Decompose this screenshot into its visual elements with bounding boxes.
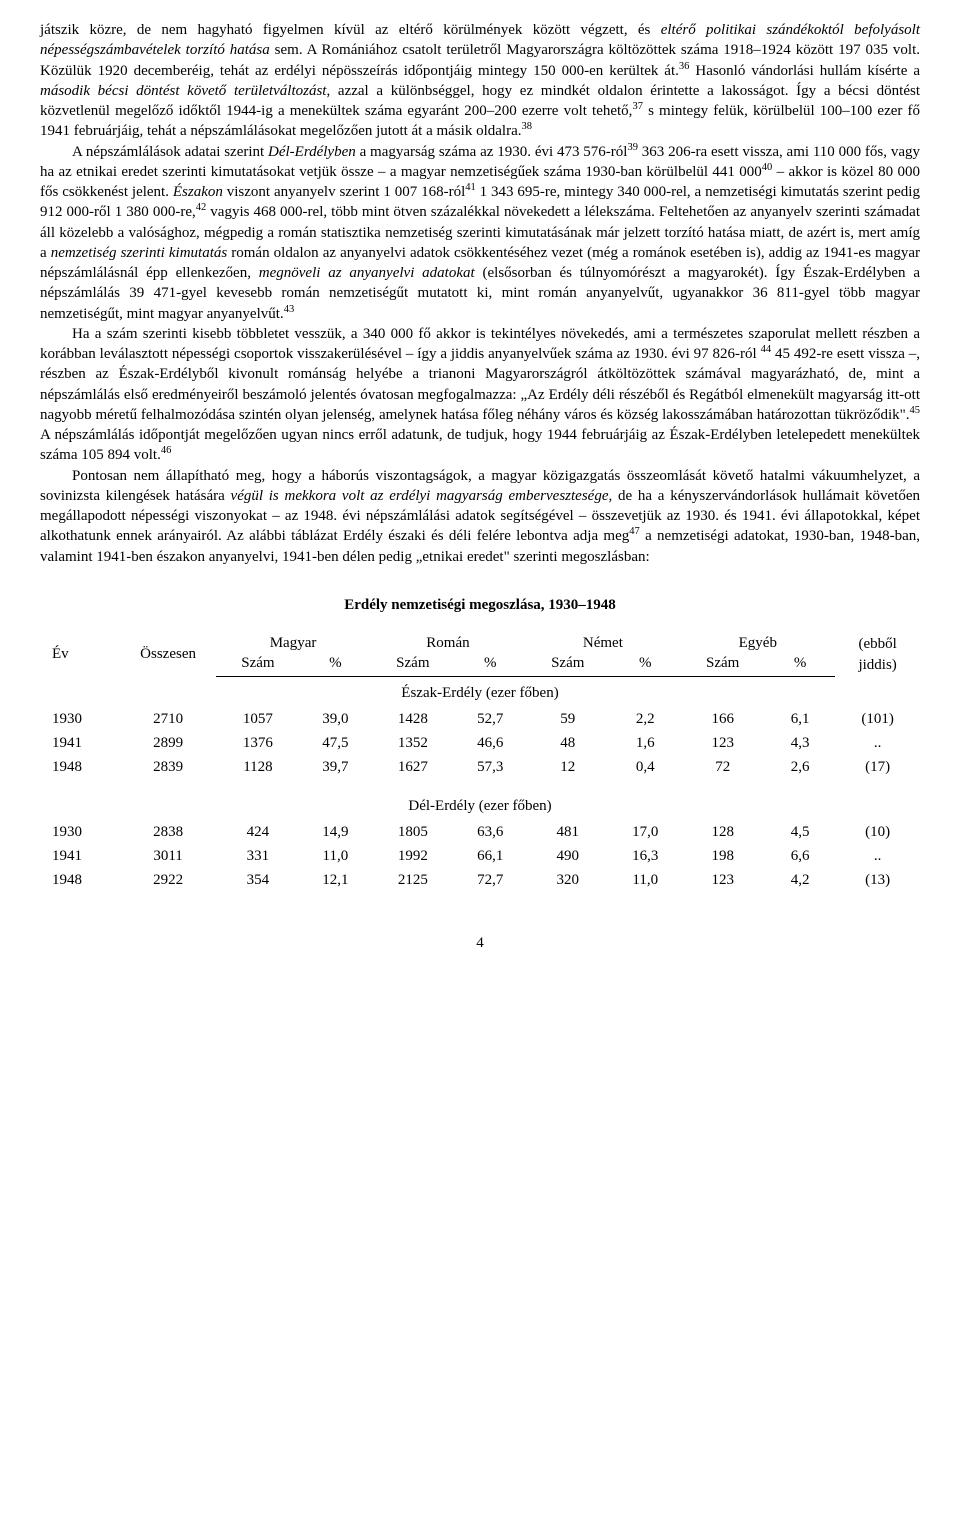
paragraph-4: Pontosan nem állapítható meg, hogy a háb… bbox=[40, 466, 920, 567]
table-title: Erdély nemzetiségi megoszlása, 1930–1948 bbox=[40, 595, 920, 615]
col-sub-num: Szám bbox=[371, 653, 456, 676]
footnote-ref: 44 bbox=[761, 344, 772, 355]
table-row: 1948292235412,1212572,732011,01234,2(13) bbox=[40, 868, 920, 892]
page-number: 4 bbox=[40, 933, 920, 953]
footnote-ref: 39 bbox=[627, 142, 638, 153]
paragraph-3: Ha a szám szerinti kisebb többletet vess… bbox=[40, 324, 920, 466]
table-section-header: Dél-Erdély (ezer főben) bbox=[40, 790, 920, 820]
footnote-ref: 41 bbox=[465, 182, 476, 193]
table-row: 19302710105739,0142852,7592,21666,1(101) bbox=[40, 707, 920, 731]
footnote-ref: 40 bbox=[762, 162, 773, 173]
footnote-ref: 43 bbox=[284, 304, 295, 315]
footnote-ref: 37 bbox=[632, 101, 643, 112]
ethnic-table: Év Összesen Magyar Román Német Egyéb (eb… bbox=[40, 631, 920, 893]
col-header-yiddish: (ebből jiddis) bbox=[835, 631, 920, 676]
col-header-hungarian: Magyar bbox=[216, 631, 371, 653]
col-sub-num: Szám bbox=[216, 653, 301, 676]
col-header-total: Összesen bbox=[121, 631, 216, 676]
table-row: 1941301133111,0199266,149016,31986,6.. bbox=[40, 844, 920, 868]
col-sub-pct: % bbox=[610, 653, 680, 676]
footnote-ref: 47 bbox=[629, 526, 640, 537]
col-header-year: Év bbox=[40, 631, 121, 676]
table-row: 19412899137647,5135246,6481,61234,3.. bbox=[40, 731, 920, 755]
table-row: 19482839112839,7162757,3120,4722,6(17) bbox=[40, 755, 920, 779]
footnote-ref: 42 bbox=[196, 202, 207, 213]
col-header-other: Egyéb bbox=[680, 631, 835, 653]
table-section-header: Észak-Erdély (ezer főben) bbox=[40, 676, 920, 707]
col-header-romanian: Román bbox=[371, 631, 526, 653]
col-sub-pct: % bbox=[765, 653, 835, 676]
footnote-ref: 45 bbox=[910, 405, 921, 416]
col-sub-pct: % bbox=[300, 653, 370, 676]
footnote-ref: 38 bbox=[522, 121, 533, 132]
col-sub-pct: % bbox=[455, 653, 525, 676]
footnote-ref: 36 bbox=[679, 61, 690, 72]
col-sub-num: Szám bbox=[680, 653, 765, 676]
paragraph-1: játszik közre, de nem hagyható figyelmen… bbox=[40, 20, 920, 142]
table-row: 1930283842414,9180563,648117,01284,5(10) bbox=[40, 820, 920, 844]
footnote-ref: 46 bbox=[161, 445, 172, 456]
paragraph-2: A népszámlálások adatai szerint Dél-Erdé… bbox=[40, 142, 920, 324]
col-sub-num: Szám bbox=[525, 653, 610, 676]
col-header-german: Német bbox=[525, 631, 680, 653]
